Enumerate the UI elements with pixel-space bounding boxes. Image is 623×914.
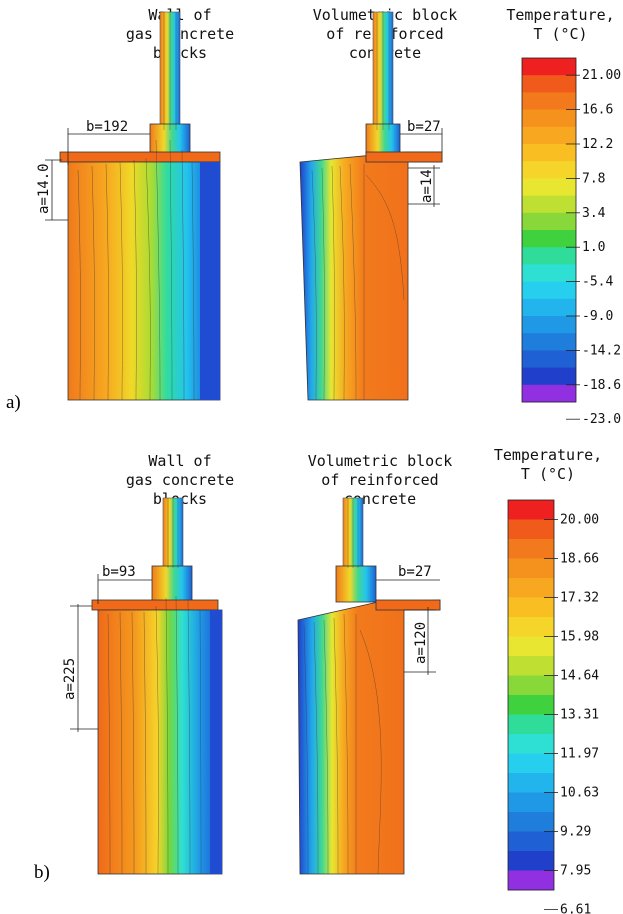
legend-tick-label: 18.66 (560, 552, 599, 567)
legend-tick-label: 12.2 (582, 137, 613, 152)
panel-b-legend-title: Temperature, T (°C) (478, 446, 618, 484)
legend-color-band (522, 109, 576, 128)
legend-color-band (508, 519, 554, 540)
panel-b-left-title-line1: Wall of (148, 452, 212, 470)
panel-a-right-wall (299, 11, 443, 401)
legend-color-band (522, 247, 576, 265)
legend-tick-label: -18.6 (582, 378, 621, 393)
legend-color-band (522, 144, 576, 162)
legend-tick-label: 17.32 (560, 591, 599, 606)
legend-color-band (508, 636, 554, 657)
legend-color-band (522, 316, 576, 334)
legend-color-band (508, 714, 554, 735)
legend-color-band (522, 367, 576, 386)
legend-color-band (508, 831, 554, 852)
panel-a-right-dimensions (400, 128, 443, 207)
legend-color-band (508, 578, 554, 598)
legend-tick-label: 20.00 (560, 513, 599, 528)
legend-tick-label: 13.31 (560, 708, 599, 723)
panel-b-legend-title-line1: Temperature, (493, 446, 603, 464)
legend-tick-label: 9.29 (560, 825, 591, 840)
legend-tick-label: 11.97 (560, 747, 599, 762)
legend-color-band (508, 753, 554, 774)
panel-a-right-a-label: a=14 (419, 169, 435, 203)
legend-color-band (522, 281, 576, 300)
panel-b-right-title-line1: Volumetric block (307, 452, 453, 470)
legend-tick-label: -23.0 (582, 412, 621, 427)
panel-b-right-dimensions (376, 579, 440, 675)
legend-color-band (508, 675, 554, 696)
panel-a-legend-title-line2: T (°C) (533, 25, 588, 43)
legend-border (507, 499, 555, 891)
legend-tick-label: 14.64 (560, 669, 599, 684)
legend-tick-label: 16.6 (582, 103, 613, 118)
legend-tick-label: 1.0 (582, 240, 605, 255)
legend-color-band (508, 656, 554, 676)
panel-b-right-a-label: a=120 (413, 622, 429, 664)
legend-color-band (522, 161, 576, 179)
legend-color-band (508, 734, 554, 754)
panel-a-label: a) (6, 392, 21, 413)
legend-color-band (522, 178, 576, 196)
panel-b-left-a-label: a=225 (62, 658, 78, 700)
panel-b-left-b-label: b=93 (102, 564, 136, 580)
legend-color-band (522, 333, 576, 351)
legend-tick-label: 6.61 (560, 903, 591, 914)
panel-a-left-a-label: a=14.0 (36, 163, 52, 214)
legend-color-band (522, 230, 576, 248)
legend-color-band (522, 212, 576, 231)
legend-tick-label: 3.4 (582, 206, 606, 221)
panel-b-color-legend: 20.00 18.66 17.32 15.98 14.64 13.31 11.97 10.63… (507, 499, 599, 914)
legend-border (521, 57, 577, 403)
legend-tick-label: 21.00 (582, 68, 621, 83)
legend-tick-label: 10.63 (560, 786, 599, 801)
legend-color-band (522, 264, 576, 282)
panel-a-right-b-label: b=27 (407, 119, 441, 135)
legend-color-band (522, 126, 576, 145)
legend-color-band (522, 58, 576, 76)
legend-tick-label: 7.95 (560, 864, 591, 879)
legend-color-band (522, 92, 576, 110)
legend-color-band (508, 539, 554, 559)
legend-color-band (508, 597, 554, 618)
legend-color-band (522, 75, 576, 93)
panel-a-left-dimensions (45, 128, 150, 221)
legend-color-band (508, 558, 554, 579)
legend-color-band (508, 870, 554, 891)
legend-color-band (508, 773, 554, 793)
panel-a-left-b-label: b=192 (86, 119, 128, 135)
panel-b-label: b) (34, 862, 50, 883)
legend-tick-label: -14.2 (582, 343, 621, 358)
legend-color-band (508, 695, 554, 715)
panel-a-color-legend: 21.00 16.6 12.2 7.8 3.4 1.0 -5.4 -9.0 -14.2 -18.6… (521, 57, 621, 427)
panel-b-right-b-label: b=27 (398, 564, 432, 580)
legend-color-band (508, 792, 554, 813)
legend-tick-label: -5.4 (582, 275, 613, 290)
panel-a-legend-title-line1: Temperature, (506, 6, 615, 24)
panel-b-right-wall (297, 497, 441, 875)
legend-tick-label: 7.8 (582, 171, 605, 186)
legend-tick-label: -9.0 (582, 309, 613, 324)
legend-color-band (522, 195, 576, 214)
panel-a-legend-title: Temperature, T (°C) (498, 6, 623, 44)
panel-b-legend-title-line2: T (°C) (520, 465, 576, 483)
panel-b-left-wall (91, 497, 223, 875)
legend-color-band (522, 350, 576, 368)
panel-b-left-dimensions (70, 574, 152, 732)
panel-a-left-wall (59, 11, 221, 401)
legend-color-band (508, 812, 554, 832)
legend-color-band (522, 298, 576, 317)
legend-color-band (522, 384, 576, 403)
legend-color-band (508, 500, 554, 520)
legend-color-band (508, 851, 554, 871)
legend-color-band (508, 617, 554, 637)
legend-tick-label: 15.98 (560, 630, 599, 645)
